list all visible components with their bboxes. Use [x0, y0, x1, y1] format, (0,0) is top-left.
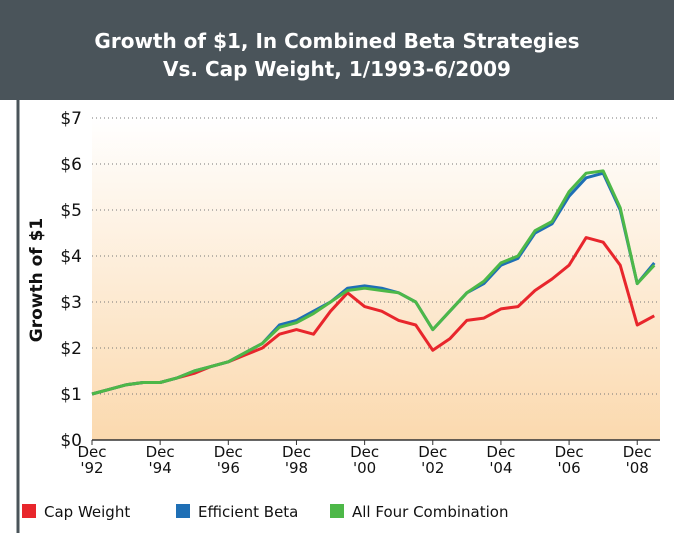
x-tick-label-line: '94 — [149, 459, 172, 477]
x-tick-label-line: '02 — [421, 459, 444, 477]
x-tick-label-line: '06 — [557, 459, 580, 477]
x-tick-label: Dec '08 — [623, 443, 652, 477]
series-line — [91, 169, 656, 396]
x-tick-label: Dec '92 — [77, 443, 106, 477]
x-tick-label-line: Dec — [350, 443, 379, 461]
y-tick-label: $2 — [60, 339, 82, 359]
y-tick-label: $5 — [60, 201, 82, 221]
chart-title: Growth of $1, In Combined Beta Strategie… — [94, 29, 579, 53]
chart-title: Vs. Cap Weight, 1/1993-6/2009 — [163, 57, 511, 81]
legend-label: Cap Weight — [44, 503, 130, 521]
legend-swatch — [330, 504, 344, 518]
x-tick-label-line: '00 — [353, 459, 376, 477]
y-tick-label: $4 — [60, 247, 82, 267]
x-tick-label-line: '92 — [80, 459, 103, 477]
y-tick-label: $3 — [60, 293, 82, 313]
x-tick-label-line: Dec — [214, 443, 243, 461]
y-tick-label: $7 — [60, 109, 82, 129]
y-axis-label: Growth of $1 — [27, 218, 47, 343]
x-tick-label-line: Dec — [418, 443, 447, 461]
legend-label: Efficient Beta — [198, 503, 298, 521]
plot-area — [92, 118, 660, 440]
y-tick-label: $6 — [60, 155, 82, 175]
x-tick-label: Dec '04 — [486, 443, 515, 477]
y-tick-label: $1 — [60, 385, 82, 405]
x-tick-label: Dec '96 — [214, 443, 243, 477]
x-tick-label-line: Dec — [623, 443, 652, 461]
legend-label: All Four Combination — [352, 503, 508, 521]
legend-swatch — [22, 504, 36, 518]
header — [0, 0, 674, 100]
y-tick-label: $0 — [60, 431, 82, 451]
x-tick-label-line: '98 — [285, 459, 308, 477]
x-tick-label: Dec '98 — [282, 443, 311, 477]
x-tick-label-line: Dec — [146, 443, 175, 461]
x-tick-label-line: Dec — [77, 443, 106, 461]
legend-swatch — [176, 504, 190, 518]
x-tick-label-line: '96 — [217, 459, 240, 477]
x-tick-label: Dec '94 — [146, 443, 175, 477]
x-tick-label: Dec '02 — [418, 443, 447, 477]
x-tick-label-line: Dec — [282, 443, 311, 461]
x-tick-label-line: '08 — [626, 459, 649, 477]
x-tick-label-line: Dec — [555, 443, 584, 461]
x-tick-label: Dec '06 — [555, 443, 584, 477]
x-tick-label-line: Dec — [486, 443, 515, 461]
x-tick-label: Dec '00 — [350, 443, 379, 477]
x-tick-label-line: '04 — [489, 459, 512, 477]
